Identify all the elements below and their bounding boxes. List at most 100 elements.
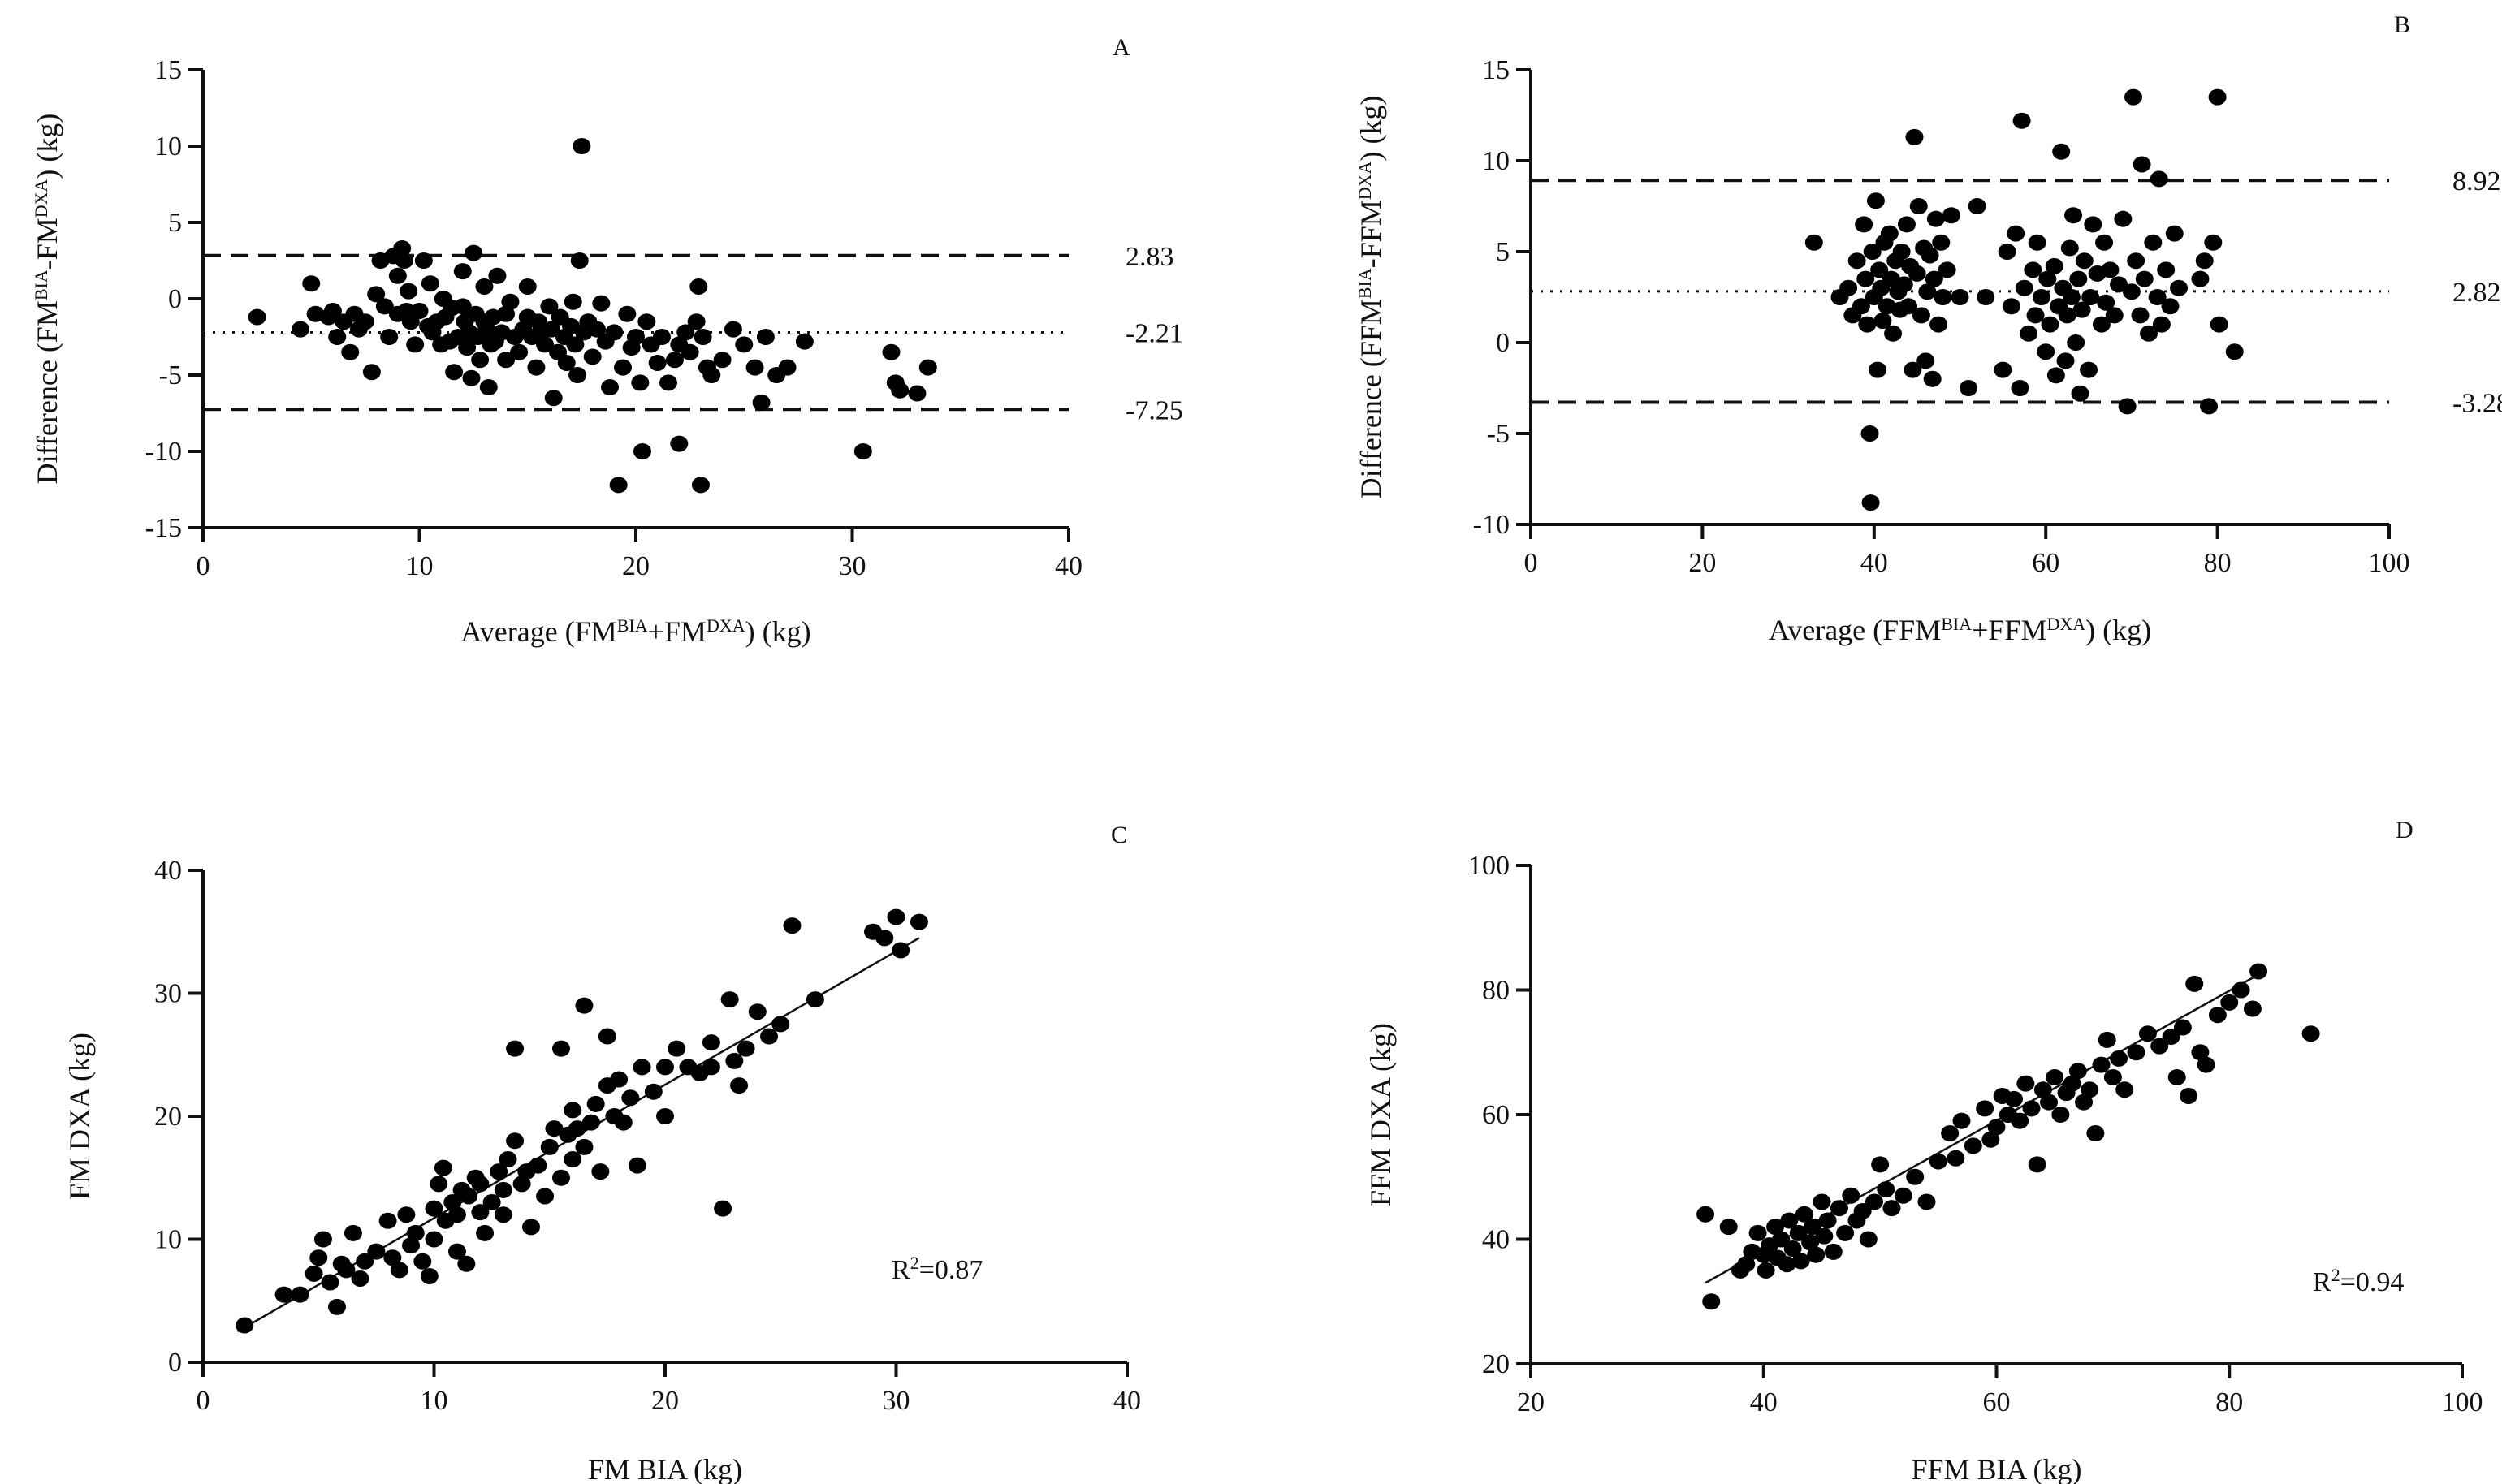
- data-point: [2041, 316, 2059, 333]
- data-point: [1847, 252, 1866, 270]
- y-tick-label: 15: [154, 55, 182, 85]
- data-point: [2195, 252, 2214, 270]
- data-point: [2011, 1112, 2029, 1129]
- data-point: [2012, 112, 2031, 129]
- data-point: [681, 343, 699, 360]
- data-point: [1815, 1227, 1834, 1245]
- data-point: [551, 1169, 570, 1186]
- data-point: [2150, 1038, 2169, 1055]
- y-axis-title-part: ) (kg): [1355, 96, 1387, 162]
- data-point: [2249, 963, 2268, 980]
- data-point: [362, 364, 381, 381]
- data-point: [720, 991, 739, 1008]
- data-point: [499, 1151, 517, 1168]
- data-point: [2063, 1075, 2081, 1092]
- data-point: [406, 1224, 425, 1241]
- data-point: [2058, 307, 2076, 324]
- data-point: [575, 1138, 594, 1155]
- data-point: [1976, 1100, 1994, 1117]
- x-axis-title-part: DXA: [2046, 614, 2085, 634]
- data-point: [1894, 1187, 1912, 1204]
- x-axis-title-part: Average (FM: [460, 615, 616, 648]
- data-point: [542, 321, 561, 338]
- x-tick-label: 100: [2442, 1387, 2483, 1417]
- r-squared-label: R2=0.94: [2313, 1265, 2404, 1298]
- data-point: [644, 1083, 663, 1100]
- data-point: [676, 324, 695, 341]
- data-point: [410, 303, 429, 320]
- data-point: [614, 359, 633, 376]
- data-point: [465, 244, 483, 261]
- x-axis-title-part: +FFM: [1972, 614, 2046, 646]
- data-point: [702, 367, 721, 383]
- x-tick-label: 40: [1860, 548, 1888, 578]
- data-point: [2122, 283, 2141, 300]
- data-point: [2072, 301, 2091, 318]
- data-point: [413, 1253, 432, 1270]
- data-point: [2026, 307, 2045, 324]
- data-point: [771, 1016, 790, 1033]
- data-point: [425, 1231, 443, 1248]
- data-point: [1895, 276, 1913, 293]
- data-point: [610, 1071, 629, 1088]
- data-point: [501, 293, 520, 310]
- data-point: [2002, 298, 2020, 315]
- data-point: [725, 1052, 744, 1069]
- data-point: [570, 252, 589, 269]
- data-point: [756, 329, 775, 345]
- y-tick-label: 10: [154, 1225, 182, 1255]
- data-point: [1926, 210, 1945, 227]
- data-point: [1870, 261, 1889, 278]
- data-point: [2140, 325, 2158, 342]
- data-point: [457, 1255, 476, 1272]
- data-point: [918, 359, 937, 376]
- data-point: [309, 1249, 328, 1266]
- data-point: [614, 1114, 633, 1131]
- data-point: [628, 1157, 646, 1174]
- reference-line-label: -3.28: [2452, 388, 2502, 418]
- data-point: [1932, 234, 1951, 251]
- data-point: [1783, 1240, 1802, 1258]
- x-axis-title-part: DXA: [707, 615, 745, 636]
- data-point: [1877, 1181, 1895, 1198]
- data-point: [633, 443, 651, 459]
- x-tick-label: 0: [1524, 548, 1538, 578]
- data-point: [1921, 247, 1939, 264]
- y-tick-label: 100: [1468, 851, 1510, 881]
- y-axis-title: Difference (FFMBIA-FFMDXA) (kg): [1355, 96, 1388, 499]
- data-point: [713, 352, 732, 369]
- data-point: [2097, 294, 2115, 311]
- data-point: [378, 1212, 397, 1229]
- data-point: [323, 303, 342, 320]
- data-point: [2204, 234, 2223, 251]
- data-point: [745, 359, 764, 376]
- data-point: [618, 305, 637, 322]
- data-point: [521, 1219, 540, 1236]
- y-tick-label: 60: [1482, 1100, 1510, 1130]
- data-point: [2105, 307, 2124, 324]
- y-tick-label: 0: [168, 284, 182, 314]
- x-tick-label: 20: [1688, 548, 1716, 578]
- data-point: [2095, 234, 2114, 251]
- data-point: [291, 1286, 309, 1303]
- data-point: [1977, 289, 1995, 305]
- x-axis-title: Average (FFMBIA+FFMDXA) (kg): [1769, 614, 2151, 647]
- x-tick-label: 10: [421, 1386, 448, 1416]
- data-point: [1905, 128, 1924, 145]
- data-point: [328, 1298, 347, 1315]
- data-point: [2051, 1107, 2070, 1123]
- y-tick-label: 20: [1482, 1349, 1510, 1379]
- data-point: [302, 275, 321, 292]
- data-point: [1860, 425, 1879, 442]
- data-point: [2170, 279, 2189, 296]
- data-point: [1853, 1202, 1872, 1219]
- data-point: [670, 435, 689, 452]
- x-axis-title-part: BIA: [1941, 614, 1972, 634]
- data-point: [2062, 289, 2081, 305]
- data-point: [891, 382, 910, 399]
- data-point: [1803, 1219, 1821, 1236]
- data-point: [1941, 1125, 1960, 1142]
- data-point: [544, 390, 563, 407]
- data-point: [397, 1206, 416, 1223]
- data-point: [447, 1206, 466, 1223]
